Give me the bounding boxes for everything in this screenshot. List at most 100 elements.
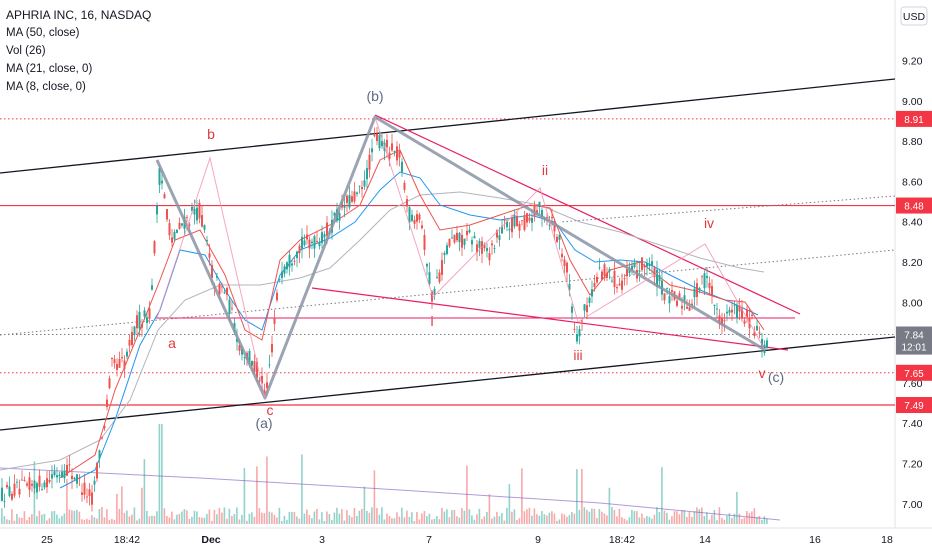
x-tick-label: 18 <box>881 534 893 546</box>
candle-body <box>756 325 758 331</box>
candle-body <box>338 213 341 221</box>
candle <box>66 457 68 477</box>
volume-bar <box>726 515 728 524</box>
candle <box>378 131 381 151</box>
candle-body <box>751 314 753 316</box>
volume-bar <box>533 508 536 524</box>
volume-bar <box>283 515 286 524</box>
price-tag: 8.91 <box>896 110 932 127</box>
volume-bar <box>363 486 366 524</box>
candle-body <box>228 299 231 314</box>
candle-body <box>506 221 508 228</box>
volume-bar <box>651 518 653 524</box>
candle <box>198 199 201 224</box>
guide-dotted-line <box>559 195 896 223</box>
indicator-ma50[interactable]: MA (50, close) <box>6 27 80 39</box>
candle-body <box>623 278 626 280</box>
candle-body <box>173 231 176 240</box>
candle-body <box>671 290 673 292</box>
candle-body <box>203 225 206 230</box>
candle <box>231 300 233 312</box>
candle-body <box>613 270 616 288</box>
volume-bar <box>691 516 693 524</box>
candle <box>63 464 66 483</box>
candle-body <box>226 287 228 295</box>
candle-body <box>561 253 563 258</box>
candle-body <box>758 332 761 334</box>
candle <box>553 218 556 240</box>
candle <box>556 233 558 244</box>
candle <box>438 269 441 284</box>
candle <box>558 233 561 250</box>
candle <box>173 229 176 242</box>
volume-bar <box>358 510 361 524</box>
candle-body <box>318 242 321 246</box>
candle <box>391 134 393 152</box>
candle <box>406 195 408 213</box>
volume-bar <box>73 510 76 524</box>
volume-bar <box>451 510 453 524</box>
candle-body <box>573 328 576 330</box>
candle <box>11 491 13 502</box>
volume-bar <box>711 514 713 524</box>
candle <box>171 229 173 247</box>
indicator-ma8[interactable]: MA (8, close, 0) <box>6 81 86 93</box>
volume-bar <box>238 519 241 524</box>
candle <box>353 182 356 204</box>
candle <box>723 313 726 332</box>
candle <box>711 279 713 304</box>
candle-body <box>191 206 193 211</box>
candle <box>26 481 28 488</box>
candle <box>621 273 623 294</box>
chart-title[interactable]: APHRIA INC, 16, NASDAQ <box>6 8 152 22</box>
candle-body <box>546 216 548 218</box>
candle <box>713 304 716 315</box>
volume-bar <box>38 510 41 524</box>
indicator-ma21[interactable]: MA (21, close, 0) <box>6 63 93 75</box>
candle-body <box>38 475 41 487</box>
candle-body <box>28 477 31 490</box>
price-tag-box <box>896 197 932 214</box>
volume-bar <box>183 509 186 524</box>
candle-body <box>603 264 606 276</box>
volume-bar <box>186 510 188 524</box>
volume-bar <box>173 519 176 524</box>
volume-bar <box>21 517 23 524</box>
y-tick-label: 8.60 <box>902 176 923 188</box>
candle-body <box>31 483 33 486</box>
candle-body <box>53 471 56 476</box>
candle <box>716 302 718 318</box>
candle <box>223 288 226 294</box>
candle-body <box>473 236 476 239</box>
candle-body <box>376 133 378 142</box>
candle <box>623 274 626 286</box>
candle-body <box>421 225 423 229</box>
candle-body <box>651 261 653 266</box>
candle <box>728 306 731 317</box>
candle-body <box>71 475 73 480</box>
candle <box>428 262 431 287</box>
volume-bar <box>431 519 433 524</box>
candle-body <box>253 361 256 373</box>
candle-body <box>131 332 133 345</box>
volume-bar <box>531 515 533 524</box>
volume-bar <box>436 516 438 524</box>
candle <box>36 481 38 500</box>
candle-body <box>586 305 588 313</box>
volume-bar <box>341 509 343 524</box>
candle-body <box>106 399 108 408</box>
candle-body <box>128 339 131 346</box>
candle-body <box>126 351 128 357</box>
volume-bar <box>523 511 526 524</box>
volume-bar <box>496 511 498 524</box>
candle-body <box>413 219 416 224</box>
volume-bar <box>31 514 33 524</box>
wedge-lower-line <box>311 287 789 351</box>
volume-bar <box>543 514 546 524</box>
indicator-vol[interactable]: Vol (26) <box>6 45 46 57</box>
candle-body <box>88 489 91 496</box>
candle <box>528 212 531 224</box>
candle-body <box>146 317 148 323</box>
